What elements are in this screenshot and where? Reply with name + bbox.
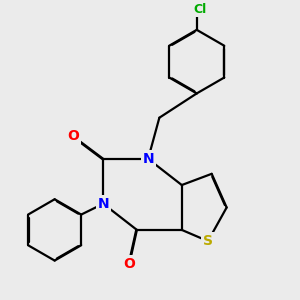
Text: Cl: Cl [194,3,207,16]
Text: N: N [142,152,154,166]
Text: O: O [124,256,135,271]
Text: O: O [68,129,79,143]
Text: N: N [98,197,109,211]
Text: S: S [203,234,213,248]
